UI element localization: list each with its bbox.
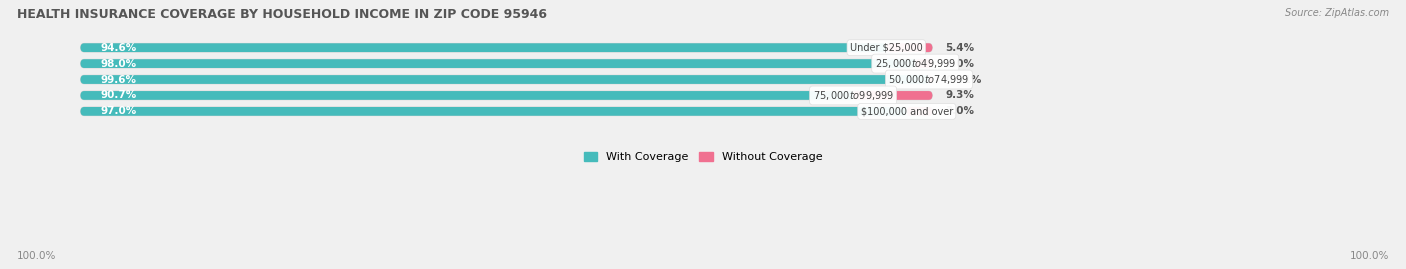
Text: $100,000 and over: $100,000 and over <box>860 106 953 116</box>
FancyBboxPatch shape <box>886 43 932 52</box>
Text: HEALTH INSURANCE COVERAGE BY HOUSEHOLD INCOME IN ZIP CODE 95946: HEALTH INSURANCE COVERAGE BY HOUSEHOLD I… <box>17 8 547 21</box>
Text: 100.0%: 100.0% <box>1350 251 1389 261</box>
Text: 97.0%: 97.0% <box>100 106 136 116</box>
FancyBboxPatch shape <box>80 91 853 100</box>
Text: $25,000 to $49,999: $25,000 to $49,999 <box>875 57 956 70</box>
Text: $75,000 to $99,999: $75,000 to $99,999 <box>813 89 894 102</box>
Text: 0.41%: 0.41% <box>945 75 981 84</box>
FancyBboxPatch shape <box>907 107 932 116</box>
FancyBboxPatch shape <box>80 107 932 116</box>
Text: Source: ZipAtlas.com: Source: ZipAtlas.com <box>1285 8 1389 18</box>
FancyBboxPatch shape <box>80 91 932 100</box>
Text: 94.6%: 94.6% <box>100 43 136 53</box>
FancyBboxPatch shape <box>80 107 907 116</box>
Text: 3.0%: 3.0% <box>945 106 974 116</box>
Text: 9.3%: 9.3% <box>945 90 974 100</box>
FancyBboxPatch shape <box>80 75 929 84</box>
FancyBboxPatch shape <box>80 43 932 52</box>
FancyBboxPatch shape <box>80 59 915 68</box>
FancyBboxPatch shape <box>80 75 932 84</box>
FancyBboxPatch shape <box>915 59 932 68</box>
Text: 90.7%: 90.7% <box>100 90 136 100</box>
FancyBboxPatch shape <box>80 59 932 68</box>
Text: 100.0%: 100.0% <box>17 251 56 261</box>
FancyBboxPatch shape <box>80 43 886 52</box>
Text: 5.4%: 5.4% <box>945 43 974 53</box>
Text: 98.0%: 98.0% <box>100 59 136 69</box>
Text: 99.6%: 99.6% <box>100 75 136 84</box>
Text: Under $25,000: Under $25,000 <box>851 43 922 53</box>
Text: $50,000 to $74,999: $50,000 to $74,999 <box>889 73 970 86</box>
FancyBboxPatch shape <box>929 75 932 84</box>
Text: 2.0%: 2.0% <box>945 59 974 69</box>
FancyBboxPatch shape <box>853 91 932 100</box>
Legend: With Coverage, Without Coverage: With Coverage, Without Coverage <box>579 147 827 167</box>
